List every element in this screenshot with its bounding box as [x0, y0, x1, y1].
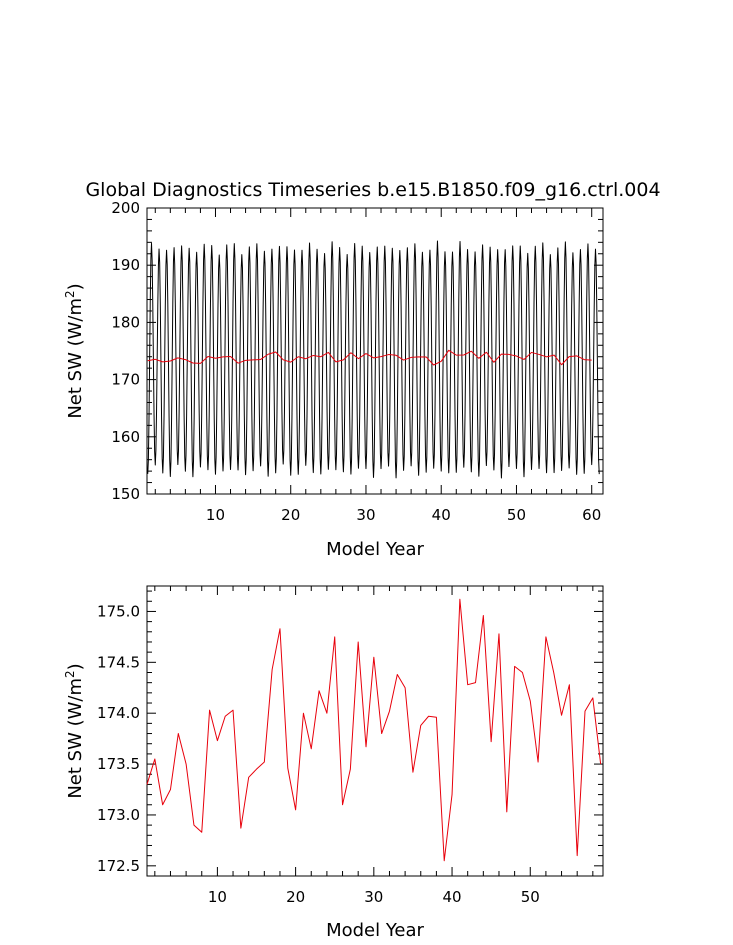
x-axis-label: Model Year [326, 920, 424, 941]
bottom-ytick-label: 173.5 [97, 755, 140, 773]
y-axis-label: Net SW (W/m2) [63, 663, 86, 798]
top-ytick-label: 180 [111, 313, 140, 331]
top-xtick-label: 30 [356, 506, 375, 524]
bottom-ytick-label: 173.0 [97, 806, 140, 824]
bottom-chart: 10 20 30 40 50 172.5 173.0 173.5 174.0 174.5 175.0… [63, 585, 604, 941]
top-ytick-label: 200 [111, 199, 140, 217]
bottom-ytick-label: 174.0 [97, 704, 140, 722]
bottom-ytick-label: 172.5 [97, 857, 140, 875]
y-axis-label-close: ) [65, 283, 86, 290]
bottom-xtick-label: 50 [521, 888, 540, 906]
bottom-xtick-label: 40 [442, 888, 461, 906]
tick-marks [147, 207, 603, 495]
top-xtick-label: 60 [582, 506, 601, 524]
bottom-xtick-label: 10 [208, 888, 227, 906]
plot-frame [146, 207, 604, 495]
top-chart: Global Diagnostics Timeseries b.e15.B185… [63, 179, 661, 560]
bottom-ytick-label: 175.0 [97, 602, 140, 620]
top-xtick-label: 40 [432, 506, 451, 524]
bottom-series-0-line [146, 598, 602, 862]
top-series-1-line [147, 349, 592, 366]
y-axis-label-sup: 2 [63, 290, 77, 298]
y-axis-label-main: Net SW (W/m [65, 678, 86, 799]
top-ytick-label: 190 [111, 256, 140, 274]
x-axis-label: Model Year [326, 539, 424, 560]
top-xtick-label: 10 [206, 506, 225, 524]
tick-labels: 10 20 30 40 50 60 150 160 170 180 190 200 [111, 199, 601, 524]
chart-title: Global Diagnostics Timeseries b.e15.B185… [85, 179, 660, 201]
top-ytick-label: 160 [111, 428, 140, 446]
top-xtick-label: 50 [507, 506, 526, 524]
y-axis-label-main: Net SW (W/m [65, 298, 86, 419]
y-axis-label: Net SW (W/m2) [63, 283, 86, 418]
tick-labels: 10 20 30 40 50 172.5 173.0 173.5 174.0 174.5 175.0 [97, 602, 540, 906]
bottom-ytick-label: 174.5 [97, 653, 140, 671]
top-ytick-label: 150 [111, 485, 140, 503]
top-xtick-label: 20 [281, 506, 300, 524]
tick-marks [147, 586, 603, 877]
bottom-xtick-label: 30 [364, 888, 383, 906]
plot-frame [146, 585, 604, 877]
top-ytick-label: 170 [111, 371, 140, 389]
series-lines [147, 240, 600, 479]
series-lines [146, 598, 602, 862]
y-axis-label-close: ) [65, 663, 86, 670]
y-axis-label-sup: 2 [63, 670, 77, 678]
bottom-xtick-label: 20 [286, 888, 305, 906]
top-series-0-line [147, 240, 600, 479]
